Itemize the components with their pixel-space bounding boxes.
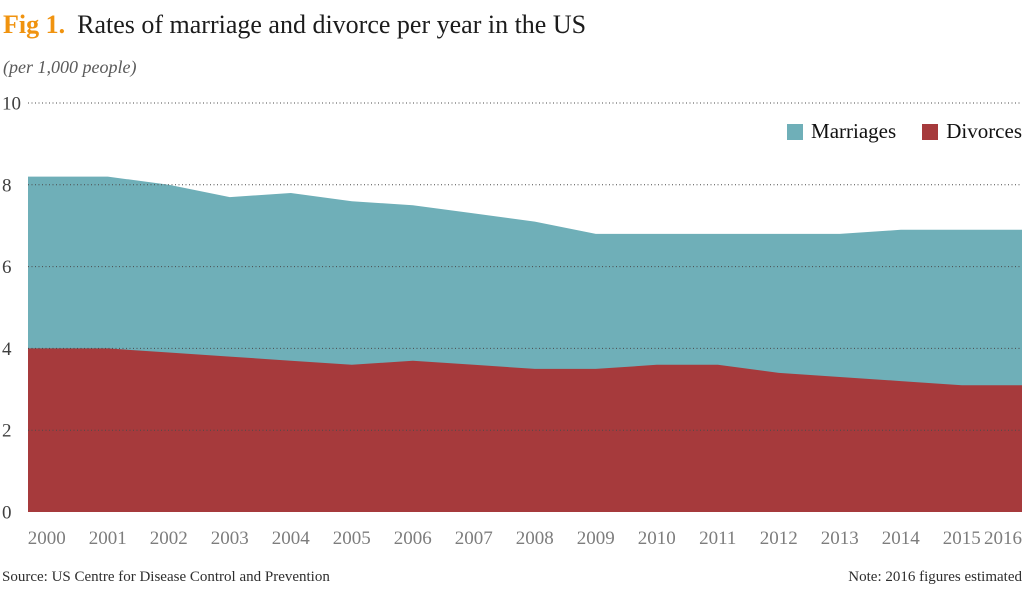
y-tick-label-6: 6 xyxy=(2,257,12,278)
x-tick-label-2007: 2007 xyxy=(455,528,493,549)
x-tick-label-2004: 2004 xyxy=(272,528,311,549)
y-tick-label-0: 0 xyxy=(2,503,12,524)
x-tick-label-2008: 2008 xyxy=(516,528,554,549)
x-tick-label-2006: 2006 xyxy=(394,528,432,549)
x-tick-label-2016: 2016 xyxy=(984,528,1022,549)
x-tick-label-2001: 2001 xyxy=(89,528,127,549)
y-tick-label-10: 10 xyxy=(2,94,21,115)
x-tick-label-2010: 2010 xyxy=(638,528,676,549)
estimate-note: Note: 2016 figures estimated xyxy=(848,569,1022,585)
x-tick-label-2009: 2009 xyxy=(577,528,615,549)
figure-number-label: Fig 1. xyxy=(3,10,66,39)
y-tick-label-8: 8 xyxy=(2,175,12,196)
chart-title: Rates of marriage and divorce per year i… xyxy=(77,10,587,39)
x-tick-label-2002: 2002 xyxy=(150,528,188,549)
legend-label-marriages: Marriages xyxy=(811,119,897,143)
x-tick-label-2015: 2015 xyxy=(943,528,981,549)
figure-header: Fig 1. Rates of marriage and divorce per … xyxy=(3,9,586,41)
x-tick-label-2011: 2011 xyxy=(699,528,736,549)
y-tick-label-4: 4 xyxy=(2,339,12,360)
y-tick-label-2: 2 xyxy=(2,421,12,442)
legend-item-marriages: Marriages xyxy=(787,119,896,144)
x-tick-label-2012: 2012 xyxy=(760,528,798,549)
x-tick-label-2003: 2003 xyxy=(211,528,249,549)
x-tick-label-2005: 2005 xyxy=(333,528,371,549)
x-tick-label-2013: 2013 xyxy=(821,528,859,549)
legend-label-divorces: Divorces xyxy=(946,119,1022,143)
chart-subtitle: (per 1,000 people) xyxy=(3,57,137,77)
divorces-swatch-icon xyxy=(922,123,939,140)
x-tick-label-2000: 2000 xyxy=(28,528,66,549)
chart-legend: Marriages Divorces xyxy=(787,119,1022,144)
legend-item-divorces: Divorces xyxy=(922,119,1022,144)
source-note: Source: US Centre for Disease Control an… xyxy=(2,569,330,585)
x-tick-label-2014: 2014 xyxy=(882,528,921,549)
marriages-swatch-icon xyxy=(787,123,804,140)
